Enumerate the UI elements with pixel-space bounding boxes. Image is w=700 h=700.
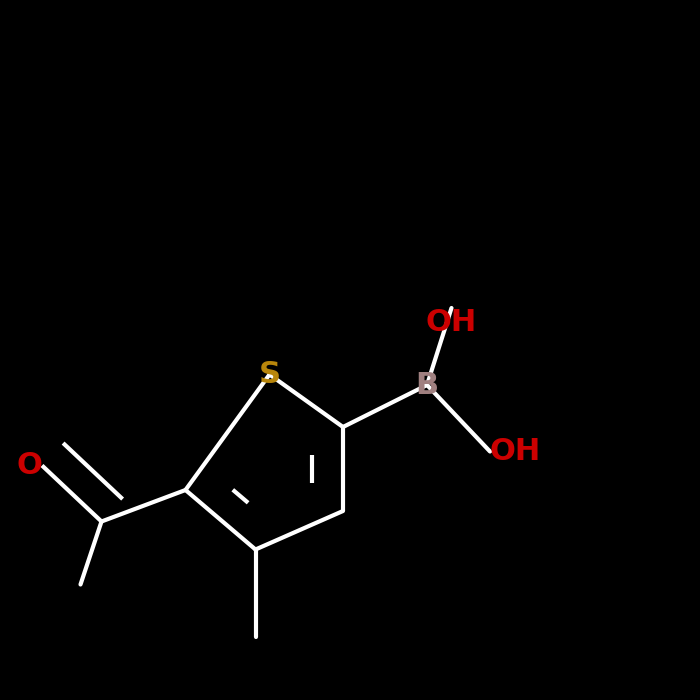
Text: O: O xyxy=(16,451,42,480)
Text: B: B xyxy=(415,370,439,400)
Text: S: S xyxy=(258,360,281,389)
Text: OH: OH xyxy=(490,437,541,466)
Text: OH: OH xyxy=(426,308,477,337)
